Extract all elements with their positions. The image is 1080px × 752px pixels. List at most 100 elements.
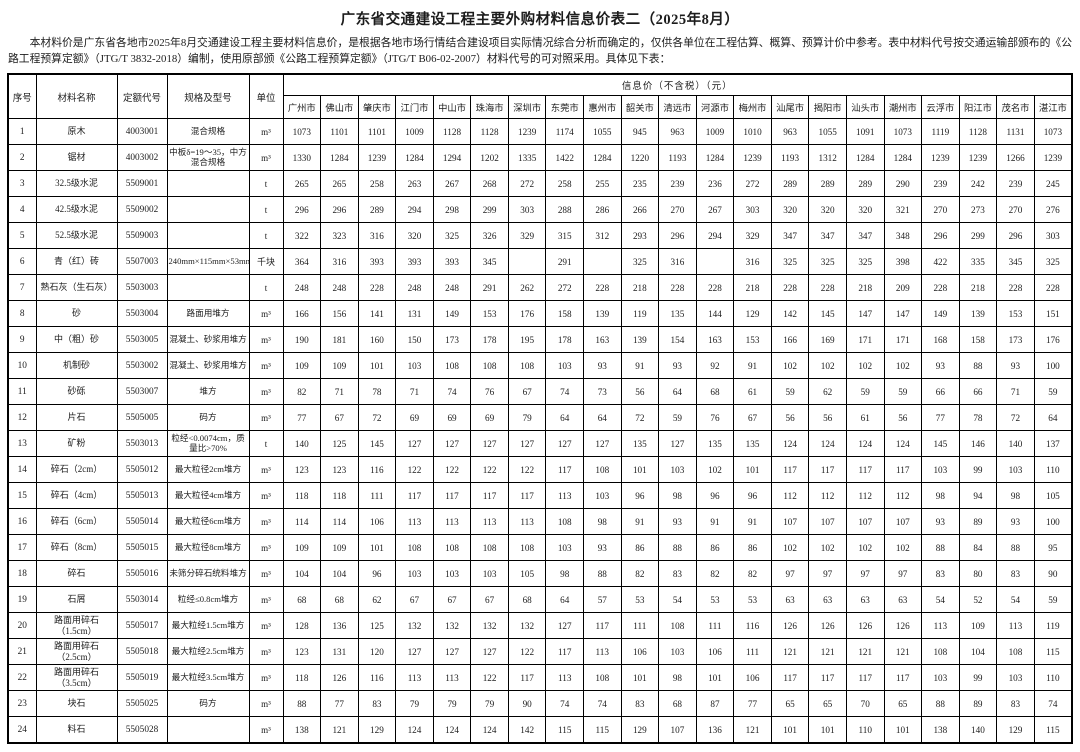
price-cell: 315 <box>545 222 584 249</box>
price-cell: 117 <box>583 612 622 639</box>
price-cell: 88 <box>958 352 998 379</box>
price-cell: 137 <box>1033 430 1073 457</box>
price-cell: 83 <box>357 690 397 717</box>
header-price-group: 信息价（不含税）（元） <box>282 73 1073 96</box>
price-cell: 235 <box>620 170 660 197</box>
price-cell: 108 <box>921 638 960 665</box>
city-header: 佛山市 <box>320 95 359 119</box>
price-cell: 53 <box>620 586 660 613</box>
price-cell: 267 <box>695 196 735 223</box>
price-cell: 272 <box>545 274 584 301</box>
price-cell: 132 <box>395 612 434 639</box>
table-row: 22 路面用碎石（3.5cm） 5505019 最大粒经3.5cm堆方 m³ 118 126… <box>7 664 1073 691</box>
price-cell: 228 <box>996 274 1035 301</box>
price-cell: 288 <box>545 196 584 223</box>
price-cell: 296 <box>320 196 359 223</box>
price-cell: 258 <box>357 170 397 197</box>
price-cell: 61 <box>733 378 772 405</box>
price-cell: 153 <box>996 300 1035 327</box>
price-cell: 393 <box>395 248 434 275</box>
price-cell: 64 <box>658 378 697 405</box>
price-cell: 113 <box>545 664 584 691</box>
price-cell: 113 <box>395 664 434 691</box>
price-cell: 76 <box>695 404 735 431</box>
price-cell: 293 <box>620 222 660 249</box>
price-cell: 135 <box>620 430 660 457</box>
intro-paragraph: 本材料价是广东省各地市2025年8月交通建设工程主要材料信息价，是根据各地市场行… <box>8 37 1072 65</box>
price-cell: 127 <box>470 638 509 665</box>
unit: m³ <box>248 638 284 665</box>
price-cell: 63 <box>845 586 885 613</box>
price-cell: 103 <box>996 456 1035 483</box>
price-cell: 97 <box>770 560 810 587</box>
table-row: 9 中（粗）砂 5503005 混凝土、砂浆用堆方 m³ 190 181 160 150 173 1… <box>7 326 1073 353</box>
price-cell: 106 <box>695 638 735 665</box>
price-cell: 320 <box>770 196 810 223</box>
city-header-row: 广州市 佛山市 肇庆市 江门市 中山市 珠海市 深圳市 东莞市 惠州市 韶关市 清远市 河源市 梅州市汕… <box>8 95 1073 119</box>
table-row: 17 碎石（8cm） 5505015 最大粒径8cm堆方 m³ 109 109 101 108 1… <box>7 534 1073 561</box>
price-cell: 303 <box>1033 222 1073 249</box>
price-cell: 122 <box>470 664 509 691</box>
price-cell: 66 <box>958 378 998 405</box>
price-cell: 321 <box>883 196 923 223</box>
price-cell: 112 <box>883 482 923 509</box>
quota-code: 5507003 <box>116 248 168 275</box>
price-cell: 1009 <box>695 118 735 145</box>
price-cell: 151 <box>1033 300 1073 327</box>
price-cell: 118 <box>282 482 322 509</box>
row-number: 10 <box>7 352 37 379</box>
price-cell: 239 <box>921 170 960 197</box>
price-cell: 117 <box>507 482 547 509</box>
price-cell: 119 <box>620 300 660 327</box>
price-cell: 110 <box>1033 664 1073 691</box>
price-cell: 136 <box>320 612 359 639</box>
row-number: 19 <box>7 586 37 613</box>
price-cell: 53 <box>695 586 735 613</box>
row-number: 11 <box>7 378 37 405</box>
table-row: 19 石屑 5503014 粒经≤0.8cm堆方 m³ 68 68 62 67 67 67 68 64 5… <box>7 586 1073 613</box>
price-cell: 117 <box>808 664 847 691</box>
price-cell: 77 <box>282 404 322 431</box>
spec-model: 混凝土、砂浆用堆方 <box>166 352 250 379</box>
price-cell: 112 <box>770 482 810 509</box>
unit: t <box>248 222 284 249</box>
price-cell: 56 <box>883 404 923 431</box>
price-cell: 107 <box>845 508 885 535</box>
row-number: 24 <box>7 716 37 744</box>
price-cell: 1055 <box>583 118 622 145</box>
price-cell: 117 <box>770 456 810 483</box>
price-cell: 272 <box>733 170 772 197</box>
price-cell: 73 <box>583 378 622 405</box>
price-cell: 113 <box>583 638 622 665</box>
price-cell: 245 <box>1033 170 1073 197</box>
price-cell: 112 <box>845 482 885 509</box>
price-cell: 89 <box>958 690 998 717</box>
price-cell: 248 <box>282 274 322 301</box>
price-cell: 113 <box>432 508 472 535</box>
price-cell: 110 <box>1033 456 1073 483</box>
price-cell: 54 <box>996 586 1035 613</box>
price-cell: 296 <box>658 222 697 249</box>
price-cell: 329 <box>733 222 772 249</box>
price-cell: 93 <box>996 508 1035 535</box>
price-cell: 136 <box>695 716 735 744</box>
price-cell: 102 <box>770 352 810 379</box>
price-cell: 173 <box>996 326 1035 353</box>
price-cell: 173 <box>432 326 472 353</box>
row-number: 7 <box>7 274 37 301</box>
table-row: 21 路面用碎石（2.5cm） 5505018 最大粒经2.5cm堆方 m³ 123 131… <box>7 638 1073 665</box>
unit: m³ <box>248 508 284 535</box>
table-row: 4 42.5级水泥 5509002 t 296 296 289 294 298 299 303 288… <box>7 196 1073 223</box>
material-name: 锯材 <box>35 144 118 171</box>
price-cell: 195 <box>507 326 547 353</box>
price-cell: 289 <box>808 170 847 197</box>
price-cell: 68 <box>695 378 735 405</box>
price-cell: 1220 <box>620 144 660 171</box>
price-cell: 160 <box>357 326 397 353</box>
spec-model: 中板δ=19～35，中方混合规格 <box>166 144 250 171</box>
price-cell: 74 <box>1033 690 1073 717</box>
quota-code: 5503002 <box>116 352 168 379</box>
price-cell: 127 <box>545 612 584 639</box>
price-cell: 117 <box>545 456 584 483</box>
price-cell: 169 <box>808 326 847 353</box>
